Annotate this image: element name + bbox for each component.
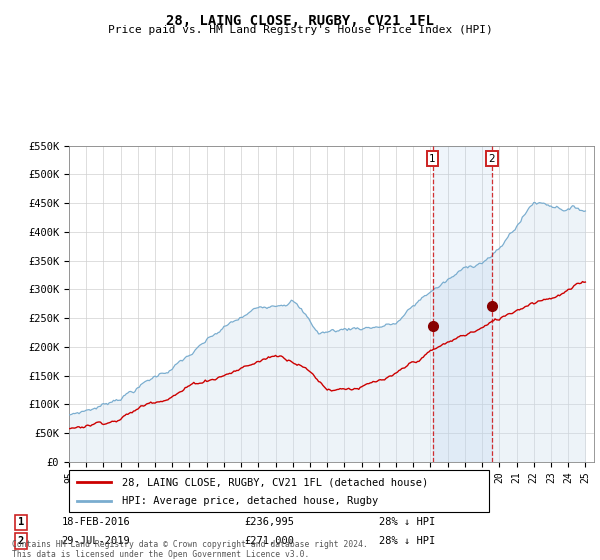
Text: 28, LAING CLOSE, RUGBY, CV21 1FL (detached house): 28, LAING CLOSE, RUGBY, CV21 1FL (detach… — [121, 477, 428, 487]
Text: 2: 2 — [18, 536, 24, 546]
Text: Price paid vs. HM Land Registry's House Price Index (HPI): Price paid vs. HM Land Registry's House … — [107, 25, 493, 35]
Text: 1: 1 — [429, 153, 436, 164]
Bar — [433, 146, 492, 462]
Text: 29-JUL-2019: 29-JUL-2019 — [61, 536, 130, 546]
Text: 28% ↓ HPI: 28% ↓ HPI — [379, 517, 435, 528]
Text: £271,000: £271,000 — [245, 536, 295, 546]
Text: 28, LAING CLOSE, RUGBY, CV21 1FL: 28, LAING CLOSE, RUGBY, CV21 1FL — [166, 14, 434, 28]
Text: HPI: Average price, detached house, Rugby: HPI: Average price, detached house, Rugb… — [121, 496, 378, 506]
Text: 2: 2 — [488, 153, 495, 164]
Text: Contains HM Land Registry data © Crown copyright and database right 2024.
This d: Contains HM Land Registry data © Crown c… — [12, 540, 368, 559]
Text: 1: 1 — [18, 517, 24, 528]
Text: 28% ↓ HPI: 28% ↓ HPI — [379, 536, 435, 546]
Text: £236,995: £236,995 — [245, 517, 295, 528]
Text: 18-FEB-2016: 18-FEB-2016 — [61, 517, 130, 528]
